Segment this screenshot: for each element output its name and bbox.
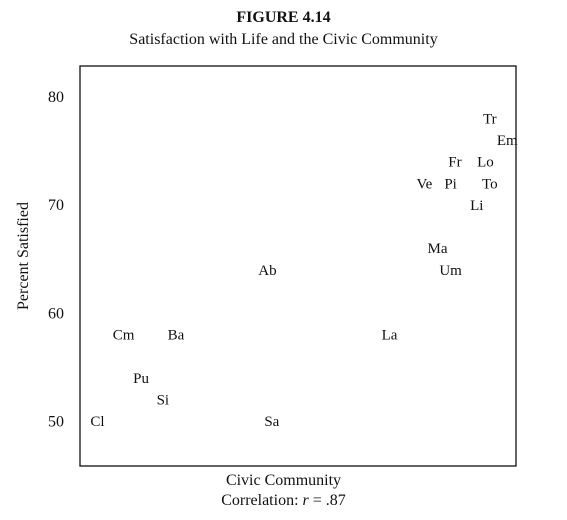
point-label: Si <box>157 393 170 409</box>
x-axis-label: Civic Community <box>225 472 342 489</box>
y-tick-label: 50 <box>48 413 64 430</box>
correlation-value: = .87 <box>308 492 346 509</box>
correlation-annotation: Correlation: r = .87 <box>0 492 567 510</box>
y-tick-label: 70 <box>48 197 64 214</box>
point-label: Em <box>497 133 518 149</box>
y-axis-ticks: 50 60 70 80 <box>48 89 64 430</box>
point-label: Ma <box>428 241 448 257</box>
point-label: Ve <box>417 176 433 192</box>
point-label: Ab <box>258 263 276 279</box>
point-label: Cm <box>113 328 135 344</box>
point-label: Fr <box>448 155 461 171</box>
chart-title: Satisfaction with Life and the Civic Com… <box>129 31 438 48</box>
point-label: Ba <box>168 328 185 344</box>
plot-frame <box>79 65 517 467</box>
figure-label: FIGURE 4.14 <box>236 9 331 26</box>
point-label: To <box>482 176 498 192</box>
point-label: Tr <box>483 111 497 127</box>
point-label: Cl <box>90 414 104 430</box>
correlation-symbol: r <box>302 492 309 509</box>
point-label: Um <box>439 263 462 279</box>
y-axis-label: Percent Satisfied <box>15 202 32 310</box>
point-label: La <box>382 328 398 344</box>
point-label: Lo <box>477 155 494 171</box>
point-label: Li <box>470 198 483 214</box>
y-tick-label: 60 <box>48 305 64 322</box>
correlation-prefix: Correlation: <box>221 492 303 509</box>
point-label: Pi <box>444 176 457 192</box>
y-tick-label: 80 <box>48 89 64 106</box>
point-label: Sa <box>264 414 279 430</box>
point-label: Pu <box>133 371 149 387</box>
